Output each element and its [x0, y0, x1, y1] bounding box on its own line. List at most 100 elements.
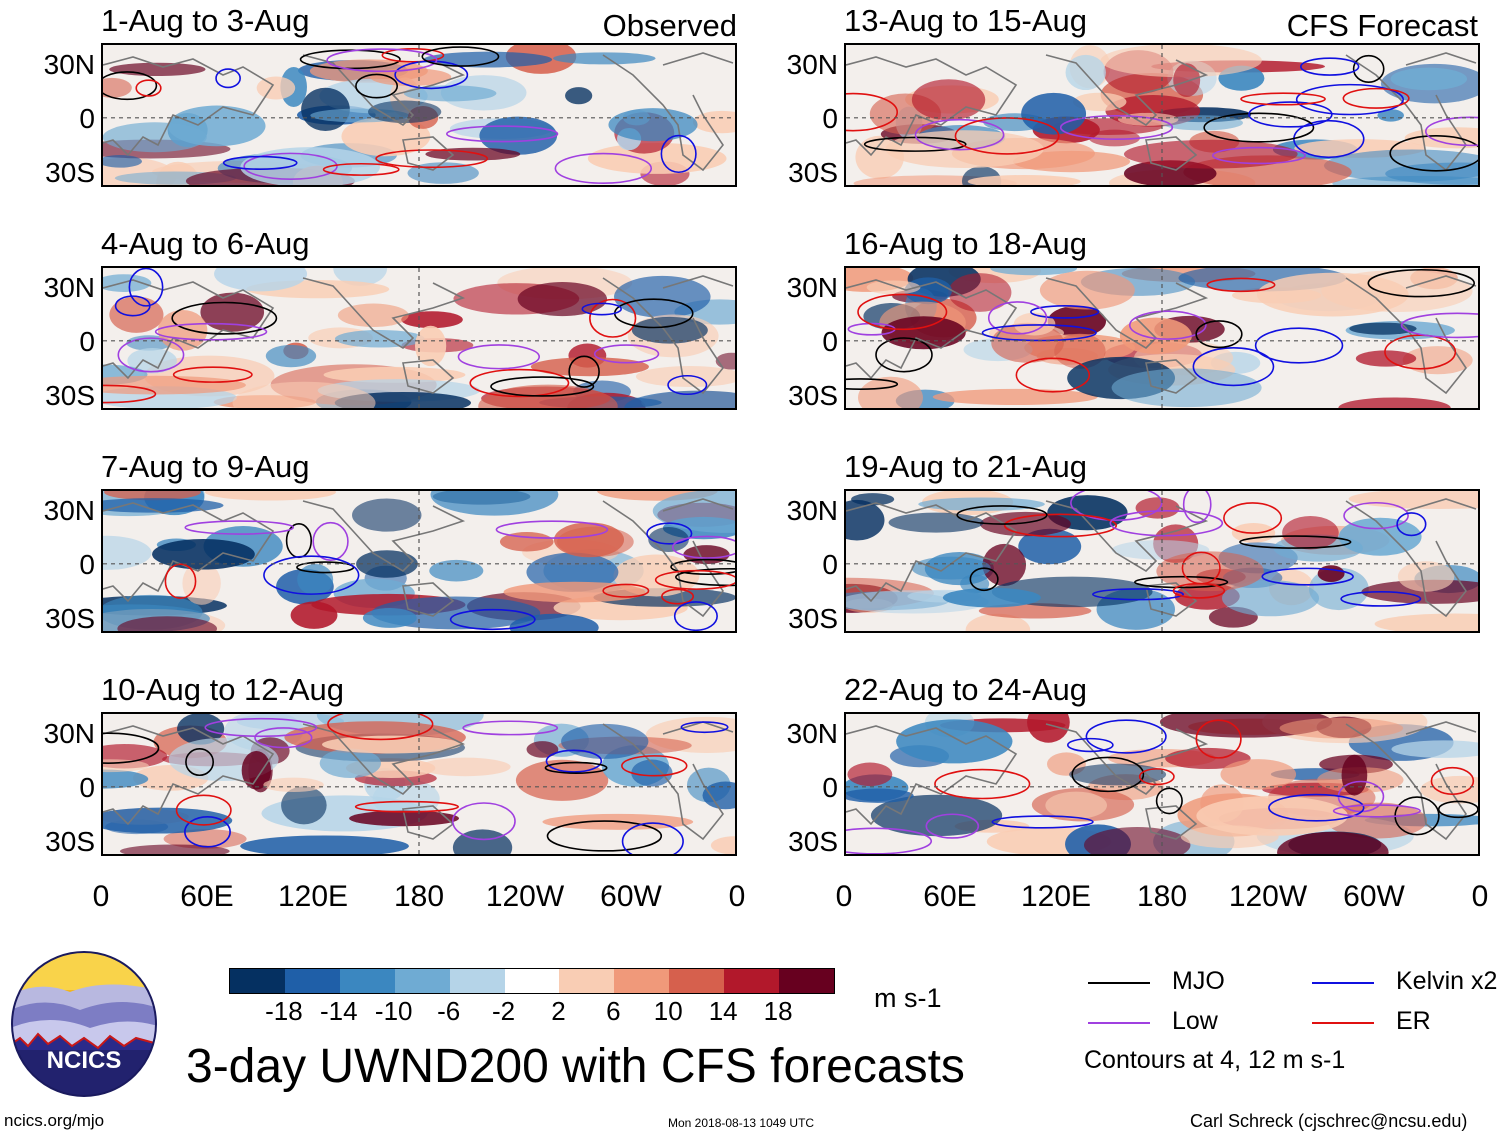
colorbar-cell	[394, 969, 451, 993]
lat-label: 30N	[43, 718, 95, 749]
colorbar-cell	[614, 969, 671, 993]
anomaly-shading	[553, 522, 625, 558]
lat-label: 0	[822, 772, 838, 803]
wave-contour	[1396, 512, 1427, 537]
lat-label: 30N	[786, 718, 838, 749]
colorbar-tick: -10	[374, 996, 413, 1026]
lon-label: 180	[1136, 880, 1188, 913]
footer-credit: Carl Schreck (cjschrec@ncsu.edu)	[1190, 1111, 1468, 1131]
wave-contour	[457, 344, 541, 370]
anomaly-shading	[1361, 579, 1478, 604]
wave-contour	[1109, 510, 1224, 537]
coastline	[1045, 54, 1209, 127]
wave-contour	[490, 376, 595, 397]
lon-label: 60E	[180, 880, 234, 913]
colorbar-tick: 14	[708, 996, 738, 1026]
wave-contour	[135, 79, 162, 97]
anomaly-shading	[297, 563, 334, 596]
coastline	[1405, 721, 1477, 735]
panel-title: 4-Aug to 6-Aug	[101, 226, 310, 261]
anomaly-shading	[1111, 368, 1262, 408]
lon-label: 0	[835, 880, 853, 913]
colorbar-tick: -2	[491, 996, 516, 1026]
anomaly-shading	[608, 108, 698, 142]
wave-contour	[673, 601, 718, 631]
anomaly-shading	[702, 781, 735, 810]
footer-timestamp: Mon 2018-08-13 1049 UTC	[668, 1116, 815, 1130]
anomaly-shading	[177, 714, 225, 745]
wave-contour	[164, 563, 197, 600]
anomaly-shading	[205, 491, 336, 501]
lat-label: 30S	[45, 826, 95, 857]
anomaly-shading	[553, 52, 656, 65]
wave-contour	[1085, 719, 1167, 754]
anomaly-shading	[265, 344, 317, 368]
coastline	[302, 277, 466, 350]
colorbar-tick: 6	[606, 996, 621, 1026]
lon-label: 60W	[1343, 880, 1405, 913]
anomaly-shading	[631, 759, 673, 787]
wave-contour	[1389, 135, 1478, 172]
wave-contour	[875, 337, 933, 373]
wave-contour	[1367, 268, 1476, 298]
anomaly-shading	[341, 116, 431, 157]
lat-label: 30S	[788, 826, 838, 857]
lon-label: 120E	[277, 880, 349, 913]
legend-note: Contours at 4, 12 m s-1	[1084, 1046, 1346, 1074]
wave-contour	[654, 569, 735, 590]
wave-contour	[646, 522, 693, 545]
coastline	[662, 52, 734, 66]
panel-title: 13-Aug to 15-Aug	[844, 3, 1088, 38]
wave-contour	[680, 721, 729, 734]
coastline	[602, 54, 724, 172]
wave-contour	[1437, 800, 1478, 819]
coastline	[662, 275, 734, 289]
anomaly-shading	[103, 274, 152, 292]
lon-label: 120W	[485, 880, 565, 913]
wave-contour	[956, 505, 1048, 525]
wave-contour	[1352, 54, 1385, 83]
anomaly-shading	[420, 757, 511, 777]
wave-contour	[863, 136, 967, 152]
wave-contour	[1071, 756, 1145, 793]
wave-contour	[846, 827, 933, 854]
wave-contour	[375, 149, 489, 169]
wave-contour	[421, 46, 500, 67]
anomaly-shading	[1173, 63, 1201, 98]
colorbar-cell	[669, 969, 726, 993]
colorbar-cell	[779, 969, 834, 993]
anomaly-shading	[918, 497, 1045, 511]
coastline	[1345, 500, 1467, 618]
anomaly-shading	[240, 835, 409, 854]
anomaly-shading	[888, 512, 984, 533]
anomaly-shading	[334, 329, 425, 348]
coastline	[1045, 277, 1209, 350]
wave-contour	[451, 802, 516, 841]
anomaly-shading	[515, 759, 609, 801]
wave-contour	[1343, 501, 1409, 530]
anomaly-shading	[530, 357, 649, 377]
footer-url[interactable]: ncics.org/mjo	[4, 1111, 105, 1130]
wave-contour	[326, 48, 438, 73]
anomaly-shading	[1277, 831, 1389, 854]
anomaly-shading	[1377, 109, 1404, 122]
lon-label: 180	[393, 880, 445, 913]
wave-contour	[1342, 87, 1410, 109]
coastline	[302, 723, 466, 796]
anomaly-shading	[499, 532, 554, 552]
wave-contour	[204, 717, 318, 738]
panel-title: 1-Aug to 3-Aug	[101, 3, 310, 38]
anomaly-shading	[1180, 825, 1279, 849]
wave-contour	[660, 134, 697, 174]
wave-contour	[243, 152, 338, 180]
wave-contour	[185, 748, 215, 777]
lat-label: 30N	[786, 495, 838, 526]
legend-swatch	[1312, 1022, 1374, 1024]
forecast-tag: CFS Forecast	[1286, 8, 1478, 43]
anomaly-shading	[990, 268, 1078, 276]
anomaly-shading	[362, 608, 417, 628]
wave-contour	[1092, 588, 1184, 601]
wave-contour	[1332, 804, 1421, 818]
main-title: 3-day UWND200 with CFS forecasts	[186, 1040, 965, 1093]
anomaly-shading	[323, 366, 466, 383]
